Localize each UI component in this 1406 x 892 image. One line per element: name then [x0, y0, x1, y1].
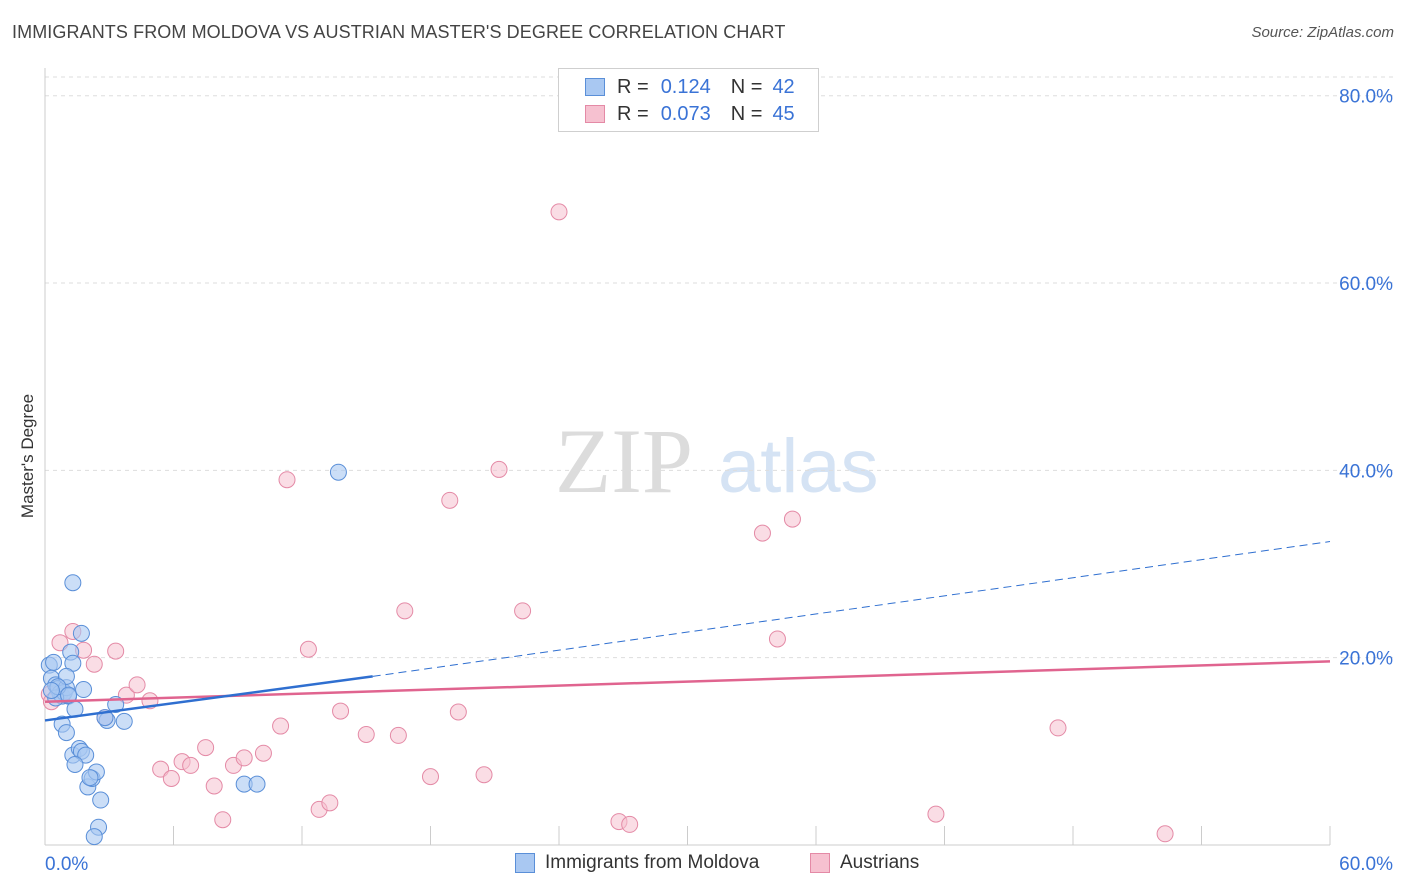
data-point-austrians — [182, 756, 200, 774]
data-point-moldova — [75, 681, 93, 699]
bottom-legend-moldova: Immigrants from Moldova — [515, 852, 759, 874]
data-point-moldova — [57, 724, 75, 742]
legend-row-austrians: R = 0.073 N = 45 — [585, 102, 795, 126]
data-point-austrians — [768, 630, 786, 648]
data-point-austrians — [357, 725, 375, 743]
data-point-moldova — [115, 712, 133, 730]
x-tick-label-max: 60.0% — [1339, 854, 1393, 875]
data-point-moldova — [64, 574, 82, 592]
y-tick-label: 80.0% — [1339, 87, 1393, 108]
legend-n-label: N = — [730, 102, 763, 125]
data-point-moldova — [42, 681, 60, 699]
data-point-austrians — [321, 794, 339, 812]
trend-line-moldova-extrapolated — [372, 541, 1331, 677]
data-point-austrians — [332, 702, 350, 720]
data-point-austrians — [214, 811, 232, 829]
data-point-austrians — [278, 471, 296, 489]
watermark-zip: ZIP — [555, 410, 693, 512]
data-point-austrians — [107, 642, 125, 660]
data-point-austrians — [1049, 719, 1067, 737]
bottom-legend: Immigrants from Moldova Austrians — [0, 852, 1406, 876]
data-point-austrians — [205, 777, 223, 795]
bottom-legend-swatch-pink — [810, 853, 830, 873]
data-point-austrians — [783, 510, 801, 528]
watermark-atlas: atlas — [718, 424, 879, 509]
data-point-austrians — [197, 739, 215, 757]
legend-swatch-pink — [585, 105, 605, 123]
data-point-moldova — [85, 828, 103, 846]
x-tick-label-min: 0.0% — [45, 854, 88, 875]
data-point-austrians — [152, 760, 170, 778]
data-point-moldova — [45, 653, 63, 671]
y-tick-label: 20.0% — [1339, 649, 1393, 670]
source-label: Source: ZipAtlas.com — [1251, 24, 1394, 41]
legend-r-label: R = — [617, 102, 649, 125]
chart-title: IMMIGRANTS FROM MOLDOVA VS AUSTRIAN MAST… — [12, 22, 786, 42]
legend-n-value: 45 — [772, 102, 795, 125]
data-point-austrians — [235, 749, 253, 767]
data-point-austrians — [449, 703, 467, 721]
data-point-austrians — [753, 524, 771, 542]
data-point-moldova — [77, 746, 95, 764]
data-point-austrians — [1156, 825, 1174, 843]
data-point-austrians — [927, 805, 945, 823]
legend-n-value: 42 — [772, 75, 795, 98]
data-point-austrians — [51, 634, 69, 652]
data-point-austrians — [490, 460, 508, 478]
data-point-austrians — [162, 770, 180, 788]
data-point-austrians — [85, 655, 103, 673]
data-point-moldova — [329, 463, 347, 481]
data-point-moldova — [81, 769, 99, 787]
legend-n-label: N = — [730, 75, 763, 98]
data-point-austrians — [254, 744, 272, 762]
data-point-austrians — [550, 203, 568, 221]
data-point-austrians — [128, 676, 146, 694]
y-axis-label: Master's Degree — [18, 394, 37, 518]
legend-r-value: 0.124 — [660, 75, 711, 98]
data-point-moldova — [60, 686, 78, 704]
watermark: ZIP atlas — [555, 410, 879, 512]
data-point-austrians — [475, 766, 493, 784]
data-point-austrians — [272, 717, 290, 735]
data-point-austrians — [514, 602, 532, 620]
legend-swatch-blue — [585, 78, 605, 96]
data-point-austrians — [621, 815, 639, 833]
trend-line-moldova — [44, 675, 373, 722]
data-point-moldova — [66, 755, 84, 773]
y-tick-label: 40.0% — [1339, 461, 1393, 482]
data-point-austrians — [441, 491, 459, 509]
y-tick-label: 60.0% — [1339, 274, 1393, 295]
legend-row-moldova: R = 0.124 N = 42 — [585, 75, 795, 99]
bottom-legend-swatch-blue — [515, 853, 535, 873]
data-point-moldova — [248, 775, 266, 793]
data-point-moldova — [92, 791, 110, 809]
legend: R = 0.124 N = 42 R = 0.073 N = 45 — [558, 68, 819, 132]
data-point-austrians — [422, 768, 439, 786]
legend-r-label: R = — [617, 75, 649, 98]
bottom-legend-label: Austrians — [840, 852, 920, 873]
bottom-legend-austrians: Austrians — [810, 852, 919, 874]
bottom-legend-label: Immigrants from Moldova — [545, 852, 760, 873]
data-point-austrians — [389, 726, 407, 744]
trend-line-austrians — [44, 660, 1331, 703]
data-point-moldova — [72, 624, 90, 642]
legend-r-value: 0.073 — [660, 102, 711, 125]
data-point-austrians — [299, 640, 317, 658]
data-point-austrians — [396, 602, 414, 620]
